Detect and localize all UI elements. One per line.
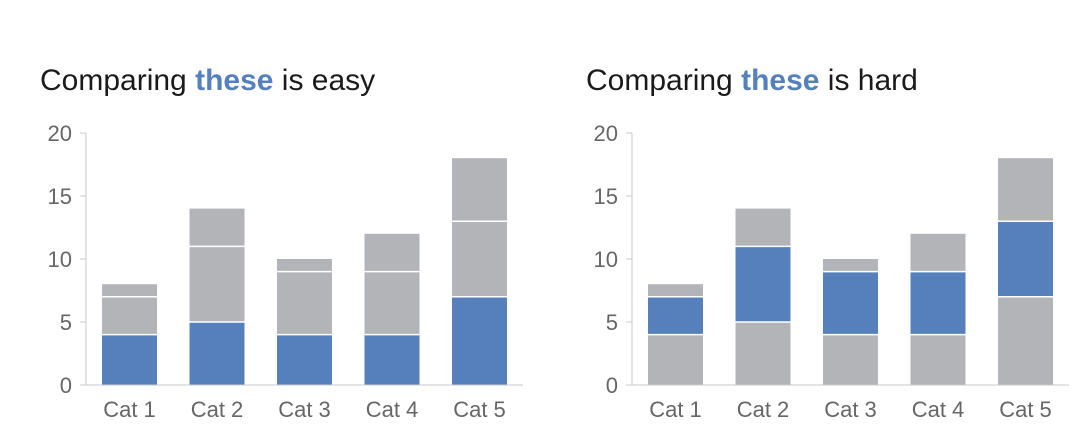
x-tick-label: Cat 5 [453,397,506,422]
y-tick-label: 10 [48,247,72,272]
y-tick-label: 10 [594,247,618,272]
x-tick-label: Cat 2 [191,397,244,422]
title-suffix: is easy [273,64,376,97]
bar-segment [998,296,1053,385]
title-highlight: these [195,64,274,97]
bar-segment [189,246,245,322]
chart-easy: Comparing these is easy 0 5 10 15 20 Cat 1 Cat… [40,64,523,422]
title-suffix: is hard [819,64,918,97]
y-tick-label: 5 [606,310,618,335]
y-tick-label: 20 [48,121,72,146]
x-tick-label: Cat 1 [649,397,702,422]
x-tick-label: Cat 3 [824,397,877,422]
y-tick-label: 0 [606,373,618,398]
title-prefix: Comparing [40,64,196,97]
bar-segment [452,296,507,385]
bar-segment [735,246,791,322]
y-tick-label: 15 [48,184,72,209]
title-highlight: these [741,64,820,97]
bar-segment [277,334,332,385]
y-tick-label: 20 [594,121,618,146]
x-tick-label: Cat 4 [366,397,419,422]
chart-title: Comparing these is easy [40,64,375,98]
bar-segment [735,208,791,247]
bar-segment [823,334,878,385]
bar-segment [648,284,703,297]
bar-segment [189,208,245,247]
chart-hard: Comparing these is hard 0 5 10 15 20 Cat 1 Cat… [543,0,1086,444]
bar-segment [364,334,420,385]
x-tick-label: Cat 3 [278,397,331,422]
y-tick-label: 15 [594,184,618,209]
bar-segment [823,259,878,272]
bar-segment [189,322,245,385]
bar-segment [910,271,966,335]
bar-segment [910,334,966,385]
bar-segment [277,259,332,272]
plot-area: 0 5 10 15 20 Cat 1 Cat 2 Cat 3 Cat 4 Cat 5 [594,121,1069,422]
y-tick-label: 5 [60,310,72,335]
title-prefix: Comparing [586,64,742,97]
bar-segment [452,158,507,222]
x-tick-label: Cat 2 [737,397,790,422]
bar-segment [102,284,157,297]
x-tick-label: Cat 5 [999,397,1052,422]
bar-segment [452,221,507,297]
bar-segment [823,271,878,335]
bar-segment [102,296,157,335]
chart-title: Comparing these is hard [586,64,918,98]
bar-segment [910,233,966,272]
bar-segment [277,271,332,335]
bar-segment [735,322,791,385]
bar-segment [364,233,420,272]
bar-segment [648,296,703,335]
bar-segment [102,334,157,385]
plot-area: 0 5 10 15 20 Cat 1 Cat 2 Cat 3 Cat 4 Cat 5 [48,121,523,422]
bar-segment [648,334,703,385]
y-tick-label: 0 [60,373,72,398]
x-tick-label: Cat 4 [912,397,965,422]
bar-segment [998,221,1053,297]
x-tick-label: Cat 1 [103,397,156,422]
bar-segment [364,271,420,335]
bar-segment [998,158,1053,222]
